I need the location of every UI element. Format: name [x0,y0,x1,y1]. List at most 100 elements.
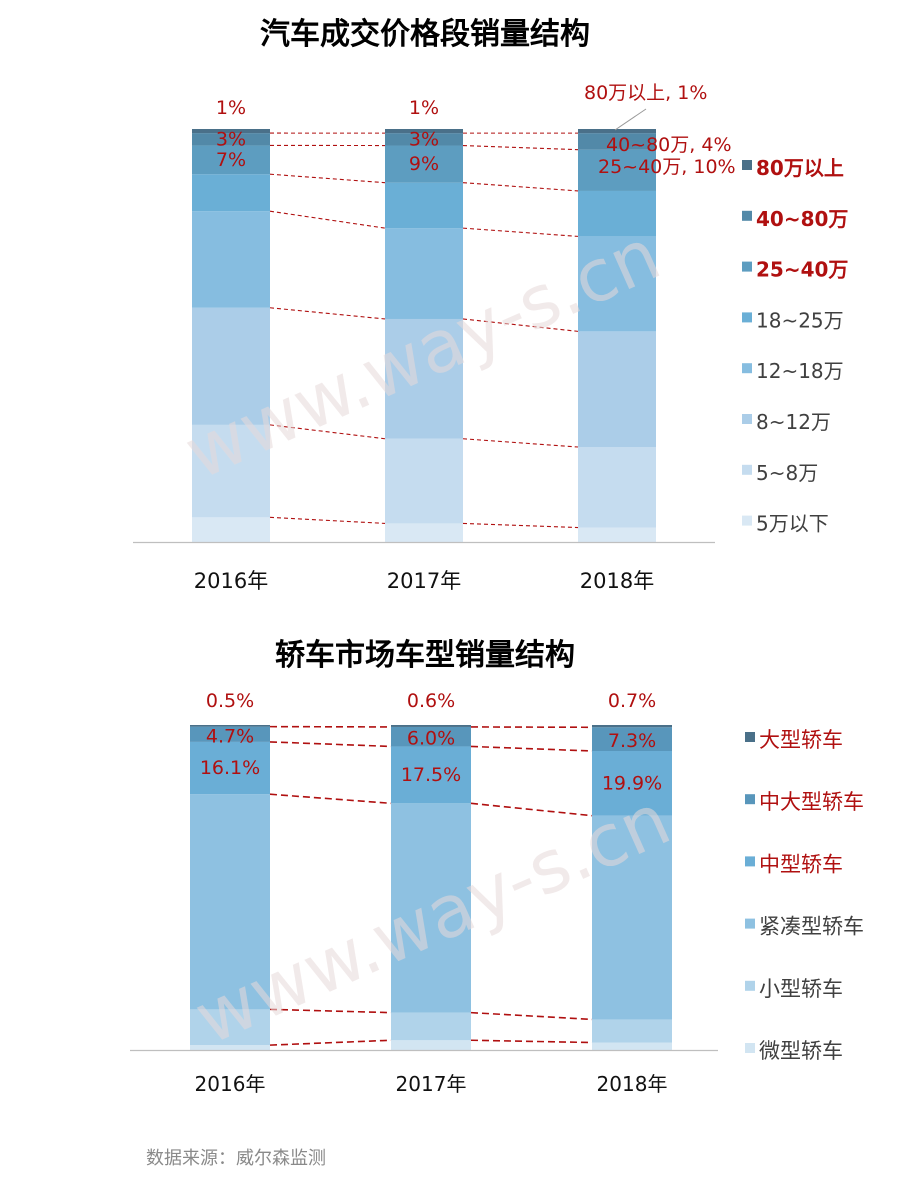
c1-bar-segment [192,211,270,308]
c1-data-label: 3% [409,128,439,150]
c2-data-label: 0.7% [608,690,656,712]
c1-bar-segment [192,517,270,542]
c1-bar-segment [385,523,463,542]
c1-leader-line [614,108,647,131]
c2-connector-line [269,741,392,748]
c2-data-label: 16.1% [200,757,260,779]
c2-legend-label: 紧凑型轿车 [759,915,864,939]
c1-connector-line [269,424,386,440]
c2-bar-segment [592,1042,672,1050]
c2-bar-segment [391,746,471,804]
c2-legend-label: 微型轿车 [759,1039,843,1063]
c2-legend-label: 中大型轿车 [759,790,864,814]
c1-legend-label: 40~80万 [756,207,848,231]
c2-bar-segment [592,1019,672,1043]
c1-connector-line [269,173,386,184]
c2-bar-segment [190,794,270,1010]
c2-legend-swatch [745,918,755,929]
c2-bar-segment [190,1045,270,1050]
c2-data-label: 6.0% [407,728,455,750]
c2-legend-swatch [745,980,755,991]
c1-bar-segment [385,228,463,319]
c1-bar-segment [385,318,463,439]
c1-bar-segment [385,129,463,134]
c1-bar-segment [385,133,463,146]
chart-sedan-types: 轿车市场车型销量结构 2016年 2017年 2018年 0.5% 4.7% 16.1% 0… [130,638,864,1096]
c2-bar-segment [391,1040,471,1050]
c1-bar-segment [578,236,656,332]
c1-legend-label: 5~8万 [756,461,818,485]
c1-bar-segment [578,129,656,134]
c2-bar-segment [592,815,672,1020]
c2-bar-segment [190,726,270,742]
c1-legend-swatch [742,515,752,526]
c1-bar-segment [578,190,656,237]
c1-bar-segment [192,307,270,425]
c1-legend-swatch [742,160,752,170]
c1-data-label: 3% [216,128,246,150]
chart-price-segments: 汽车成交价格段销量结构 2016年 2017年 2018年1%3%7%1%3%9%8… [133,17,848,593]
c1-tick-label: 2016年 [194,569,268,593]
c2-connector-line [470,802,593,817]
c1-bar-segment [192,145,270,175]
c2-legend-swatch [745,856,755,867]
c1-bar-segment [578,133,656,150]
c2-connector-line [470,1011,593,1021]
c2-legend-label: 小型轿车 [759,977,843,1001]
c2-bar-segment [391,725,471,727]
c1-bar-segment [192,129,270,134]
chart1-title: 汽车成交价格段销量结构 [260,17,590,52]
c2-bar-segment [190,1009,270,1046]
c1-bar-segment [385,182,463,229]
c1-bar-segment [192,174,270,212]
c1-bar-segment [578,331,656,448]
c2-legend-swatch [745,794,755,805]
c1-bar-segment [578,149,656,191]
source-note: 数据来源：威尔森监测 [146,1148,326,1169]
c1-data-label: 1% [216,97,246,119]
c2-tick-label: 2018年 [597,1072,668,1096]
c2-bar-segment [592,727,672,751]
c1-bar-segment [578,527,656,542]
c1-bar-segment [192,424,270,518]
c2-bar-segment [592,751,672,816]
c1-connector-line [269,210,386,229]
c2-connector-line [470,1039,593,1044]
c1-connector-line [462,318,579,332]
c2-connector-line [470,745,593,752]
c2-tick-label: 2017年 [396,1072,467,1096]
c2-legend-label: 大型轿车 [759,728,843,752]
c2-bar-segment [391,803,471,1013]
c1-legend-label: 25~40万 [756,258,848,282]
c1-legend-swatch [742,363,752,374]
c1-connector-line [462,182,579,192]
c1-data-label: 9% [409,153,439,175]
c2-bar-segment [391,726,471,747]
c2-bar-segment [190,725,270,727]
c1-legend-label: 12~18万 [756,359,844,383]
c1-connector-line [462,522,579,529]
c2-data-label: 19.9% [602,772,662,794]
c1-data-label: 7% [216,149,246,171]
c1-legend-swatch [742,464,752,475]
c2-data-label: 0.5% [206,690,254,712]
c1-legend-swatch [742,210,752,221]
c1-legend-label: 18~25万 [756,308,844,332]
c1-tick-label: 2017年 [387,569,461,593]
chart2-title: 轿车市场车型销量结构 [275,638,575,673]
c1-legend-swatch [742,261,752,272]
c1-connector-line [462,227,579,237]
c1-tick-label: 2018年 [580,569,654,593]
c1-legend-label: 8~12万 [756,410,831,434]
c1-data-label: 40~80万, 4% [606,134,732,156]
c2-bar-segment [391,1012,471,1041]
c1-data-label: 25~40万, 10% [598,156,736,178]
c2-bar-segment [190,741,270,795]
c1-data-label: 1% [409,97,439,119]
c1-bar-segment [385,438,463,524]
c2-data-label: 0.6% [407,690,455,712]
c2-data-label: 17.5% [401,764,461,786]
c1-legend-label: 80万以上 [756,156,844,180]
c2-legend-swatch [745,1043,755,1053]
